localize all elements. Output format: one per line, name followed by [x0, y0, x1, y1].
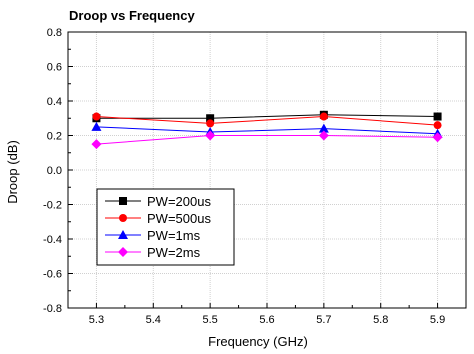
chart-title: Droop vs Frequency: [69, 8, 195, 23]
y-tick-label: -0.6: [43, 269, 62, 281]
series-layer: [91, 110, 443, 150]
series-line: [96, 114, 438, 119]
data-point: [206, 119, 215, 128]
legend-label: PW=1ms: [147, 228, 201, 243]
y-tick-label: 0.0: [47, 165, 62, 177]
data-point: [91, 121, 102, 131]
legend-item: PW=500us: [105, 211, 211, 226]
legend-item: PW=200us: [105, 194, 211, 209]
x-tick-label: 5.9: [430, 314, 445, 326]
axis-ticks: [68, 31, 439, 309]
data-point: [433, 121, 442, 130]
legend: PW=200us PW=500us PW=1ms PW=2ms: [96, 188, 235, 266]
legend-marker: [119, 197, 127, 205]
y-tick-label: 0.6: [47, 62, 62, 74]
y-tick-labels: -0.8 -0.6 -0.4 -0.2 0.0 0.2 0.4 0.6 0.8: [43, 27, 62, 315]
series-4: [91, 130, 443, 150]
legend-item: PW=1ms: [105, 228, 201, 243]
x-tick-label: 5.6: [259, 314, 274, 326]
x-axis-title: Frequency (GHz): [208, 334, 308, 349]
legend-item: PW=2ms: [105, 245, 201, 260]
x-tick-label: 5.7: [316, 314, 331, 326]
y-tick-label: 0.4: [47, 96, 62, 108]
y-axis-title: Droop (dB): [5, 140, 20, 204]
series-2: [92, 112, 442, 130]
series-line: [96, 135, 438, 145]
series-line: [96, 116, 438, 126]
series-line: [96, 126, 438, 135]
y-tick-label: -0.8: [43, 303, 62, 315]
x-tick-label: 5.3: [89, 314, 104, 326]
data-point: [318, 130, 329, 141]
data-point: [91, 139, 102, 150]
legend-label: PW=500us: [147, 211, 211, 226]
legend-marker: [119, 214, 127, 222]
y-tick-label: 0.8: [47, 27, 62, 39]
data-point: [92, 112, 101, 121]
y-tick-label: -0.4: [43, 234, 62, 246]
legend-marker: [118, 247, 128, 257]
x-tick-label: 5.8: [373, 314, 388, 326]
x-tick-labels: 5.3 5.4 5.5 5.6 5.7 5.8 5.9: [89, 314, 445, 326]
data-point: [205, 130, 216, 141]
grid-lines: [68, 31, 466, 309]
y-tick-label: 0.2: [47, 131, 62, 143]
data-point: [319, 112, 328, 121]
data-point: [318, 123, 329, 133]
data-point: [432, 132, 443, 143]
legend-label: PW=2ms: [147, 245, 201, 260]
data-point: [433, 112, 442, 121]
x-tick-label: 5.5: [202, 314, 217, 326]
y-tick-label: -0.2: [43, 200, 62, 212]
legend-marker: [118, 230, 128, 239]
data-point: [206, 114, 215, 123]
legend-label: PW=200us: [147, 194, 211, 209]
x-tick-label: 5.4: [146, 314, 161, 326]
